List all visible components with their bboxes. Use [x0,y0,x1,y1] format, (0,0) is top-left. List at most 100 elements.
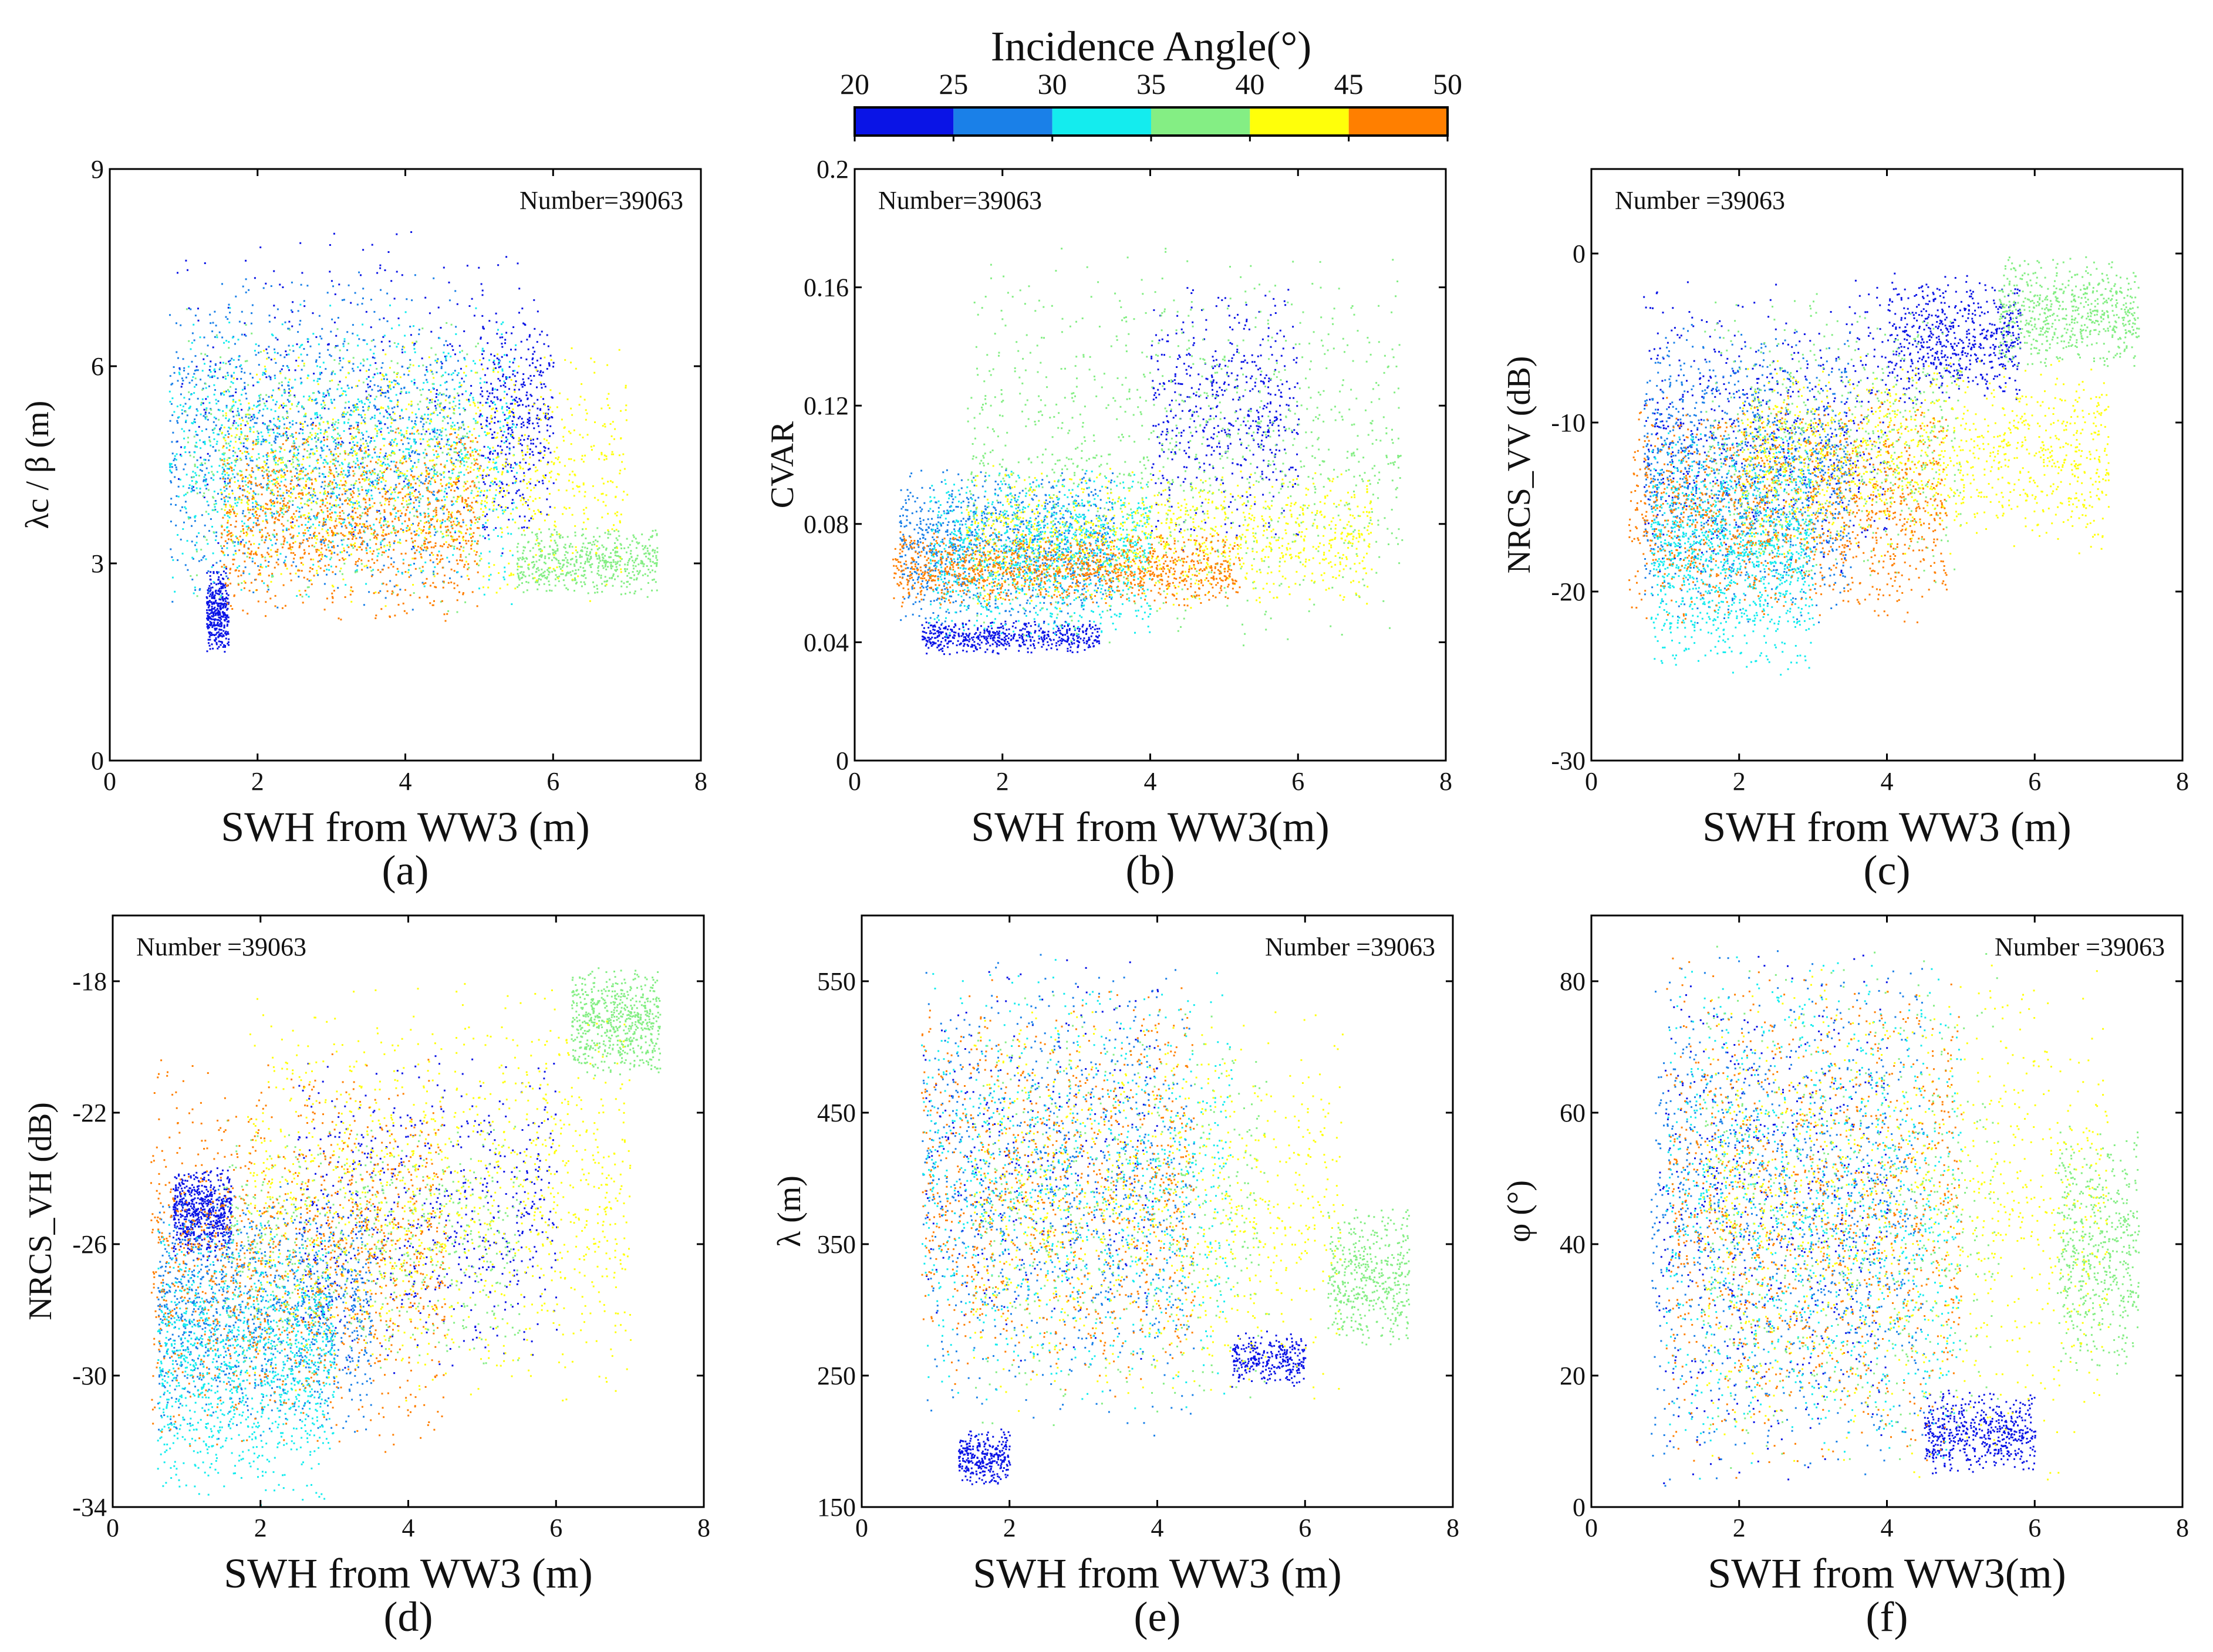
x-tick-label: 8 [1439,767,1452,796]
y-tick-label: -30 [72,1362,107,1390]
colorbar-tick-label: 35 [1136,67,1166,100]
series-point-cloud [2057,1126,2140,1375]
x-tick-label: 6 [2028,1514,2041,1542]
y-tick-label: 3 [91,549,104,578]
series-point-cloud [966,248,1404,647]
series-1-points [176,231,555,653]
x-tick-label: 4 [402,1514,415,1542]
series-4-points [1704,256,2140,583]
series-point-cloud [1924,1390,2036,1475]
y-tick-label: 6 [91,352,104,381]
series-point-cloud [150,1053,447,1453]
series-2-points [1644,324,1852,624]
plot-frame [1590,168,2184,762]
x-tick-label: 4 [1881,767,1894,796]
y-tick-label: -34 [72,1493,107,1522]
x-tick-label: 8 [694,767,707,796]
series-3-points [157,1222,336,1506]
scatter-points [892,248,1404,656]
series-point-cloud [892,531,1241,607]
series-point-cloud [169,271,465,611]
x-tick-label: 2 [1003,1514,1016,1542]
y-axis-label: λ (m) [771,1175,808,1247]
scatter-points [1650,945,2140,1487]
series-point-cloud [571,967,662,1077]
y-axis-label: CVAR [764,421,801,508]
y-tick-label: -18 [72,967,107,996]
series-point-cloud [1628,393,1948,624]
colorbar-bin [1348,107,1448,136]
colorbar-bin [1151,107,1250,136]
plot-frame [861,914,1454,1508]
series-5-points [1739,356,2110,557]
x-tick-label: 4 [1144,767,1157,796]
series-point-cloud [958,1428,1011,1485]
series-point-cloud [247,983,632,1402]
y-tick-label: 150 [817,1493,856,1522]
colorbar: Incidence Angle(°) 20 25 30 35 40 45 50 [840,23,1462,141]
x-tick-label: 4 [399,767,412,796]
series-point-cloud [184,308,481,613]
series-point-cloud [157,1222,336,1506]
chart-panel: 0 2 4 6 8 0 3 6 9 SWH from WW3 (m) λc / β (m) (a) Nu… [19,155,707,894]
colorbar-tick-label: 40 [1235,67,1264,100]
y-tick-label: -20 [1551,577,1585,606]
series-point-cloud [220,424,481,622]
y-tick-label: 0.08 [804,510,849,539]
x-tick-label: 8 [2176,767,2189,796]
x-tick-label: 0 [855,1514,868,1542]
x-tick-label: 2 [254,1514,267,1542]
y-tick-label: -22 [72,1099,107,1127]
y-tick-label: 20 [1560,1362,1585,1390]
colorbar-bin [953,107,1052,136]
y-axis-label: φ (°) [1501,1180,1537,1242]
x-tick-label: 2 [1733,1514,1746,1542]
x-tick-label: 6 [546,767,559,796]
x-tick-label: 8 [1446,1514,1459,1542]
x-tick-label: 0 [106,1514,119,1542]
y-tick-label: 0 [91,746,104,775]
series-1-points [173,1055,558,1374]
series-point-cloud [1650,950,1925,1487]
x-tick-label: 6 [549,1514,562,1542]
y-tick-label: -10 [1551,408,1585,437]
y-tick-label: 0.04 [804,628,849,657]
series-6-points [220,424,481,622]
series-4-points [1702,945,2140,1469]
colorbar-tick-label: 20 [840,67,869,100]
colorbar-tick-label: 25 [939,67,968,100]
series-point-cloud [479,312,555,531]
series-point-cloud [899,469,1115,627]
colorbar-title: Incidence Angle(°) [991,23,1312,70]
series-point-cloud [972,994,1270,1426]
colorbar-bin [1052,107,1151,136]
x-axis-label: SWH from WW3(m) [1708,1550,2066,1597]
number-annotation: Number =39063 [1615,186,1785,215]
series-point-cloud [921,620,1101,656]
series-6-points [892,531,1241,607]
x-tick-label: 2 [1733,767,1746,796]
series-1-points [1643,272,2022,573]
x-axis-label: SWH from WW3(m) [971,803,1330,850]
panel-label: (a) [382,847,429,894]
series-point-cloud [1643,279,1889,573]
scatter-points [150,967,662,1506]
y-tick-label: 0 [1573,1493,1585,1522]
series-point-cloud [1231,1330,1307,1388]
y-tick-label: 9 [91,155,104,184]
series-2-points [1650,950,1925,1487]
colorbar-tick-label: 30 [1038,67,1067,100]
number-annotation: Number =39063 [1265,933,1435,961]
x-tick-label: 8 [2176,1514,2189,1542]
scatter-points [168,231,659,653]
y-tick-label: 80 [1560,967,1585,996]
series-2-points [169,271,465,611]
plot-frame [112,914,705,1508]
series-1-points [1658,954,2036,1484]
x-axis-label: SWH from WW3 (m) [224,1550,593,1597]
series-point-cloud [1644,324,1852,624]
series-5-points [247,983,632,1402]
y-tick-label: 450 [817,1099,856,1127]
chart-panel: 0 2 4 6 8 -34 -30 -26 -22 -18 SWH from WW3 (m) NRCS… [22,914,710,1640]
